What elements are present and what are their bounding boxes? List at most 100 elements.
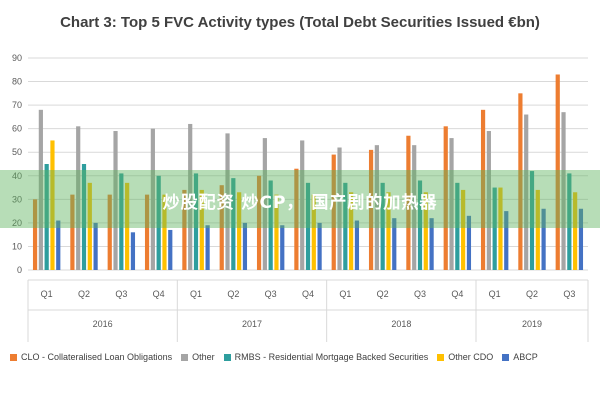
y-tick-label: 20 bbox=[12, 218, 22, 228]
bar bbox=[337, 147, 342, 270]
x-tick-label: Q4 bbox=[302, 289, 314, 299]
bar bbox=[294, 168, 299, 270]
bar bbox=[50, 140, 55, 270]
bar bbox=[113, 131, 118, 270]
bar bbox=[219, 185, 224, 270]
legend-swatch bbox=[502, 353, 510, 361]
bar bbox=[466, 215, 472, 270]
year-label: 2017 bbox=[242, 319, 262, 329]
legend-item: RMBS - Residential Mortgage Backed Secur… bbox=[223, 352, 429, 362]
bar bbox=[354, 220, 360, 270]
x-tick-label: Q3 bbox=[414, 289, 426, 299]
x-tick-label: Q3 bbox=[563, 289, 575, 299]
bar bbox=[156, 175, 161, 270]
bar bbox=[392, 218, 397, 270]
y-tick-label: 40 bbox=[12, 171, 22, 181]
bar bbox=[205, 225, 210, 270]
legend-item: Other CDO bbox=[437, 352, 493, 362]
bar bbox=[93, 222, 98, 270]
bar bbox=[162, 194, 167, 270]
watermark-text: 炒股配资 炒CP， 国产剧的加热器 bbox=[162, 193, 438, 213]
watermark-band bbox=[0, 170, 600, 228]
bar bbox=[130, 232, 136, 270]
y-tick-label: 80 bbox=[12, 77, 22, 87]
year-label: 2016 bbox=[93, 319, 113, 329]
chart-title: Chart 3: Top 5 FVC Activity types (Total… bbox=[60, 14, 540, 31]
y-tick-label: 70 bbox=[12, 100, 22, 110]
x-tick-label: Q3 bbox=[265, 289, 277, 299]
bar bbox=[237, 192, 242, 270]
bar bbox=[498, 187, 503, 270]
bar bbox=[518, 93, 523, 270]
x-tick-label: Q2 bbox=[78, 289, 90, 299]
bar bbox=[449, 138, 454, 270]
legend-swatch bbox=[437, 353, 445, 361]
bar bbox=[125, 182, 130, 270]
bar bbox=[486, 131, 491, 270]
y-tick-label: 60 bbox=[12, 124, 22, 134]
bar bbox=[443, 126, 448, 270]
x-tick-label: Q1 bbox=[41, 289, 53, 299]
y-tick-label: 0 bbox=[17, 265, 22, 275]
bar bbox=[386, 192, 391, 270]
bar bbox=[412, 145, 417, 270]
x-tick-label: Q3 bbox=[115, 289, 127, 299]
bar bbox=[188, 123, 193, 270]
bar bbox=[56, 220, 61, 270]
bar bbox=[144, 194, 150, 270]
bar bbox=[480, 109, 486, 270]
bar bbox=[119, 173, 124, 270]
bar bbox=[256, 175, 262, 270]
bar bbox=[199, 189, 204, 270]
bar bbox=[374, 145, 379, 270]
bar bbox=[573, 192, 578, 270]
legend-item: CLO - Collateralised Loan Obligations bbox=[10, 352, 172, 362]
bar bbox=[524, 114, 529, 271]
bar bbox=[349, 192, 354, 270]
y-tick-label: 10 bbox=[12, 241, 22, 251]
chart-legend: CLO - Collateralised Loan Obligations Oth… bbox=[10, 352, 600, 362]
x-tick-label: Q4 bbox=[153, 289, 165, 299]
legend-label: ABCP bbox=[513, 352, 538, 362]
bar bbox=[578, 208, 584, 270]
bar bbox=[567, 173, 572, 270]
bar bbox=[182, 189, 187, 270]
bar bbox=[44, 164, 49, 270]
bar bbox=[455, 182, 460, 270]
legend-swatch bbox=[181, 353, 189, 361]
bar bbox=[193, 173, 199, 270]
x-tick-label: Q4 bbox=[451, 289, 463, 299]
bar bbox=[406, 135, 411, 270]
bar bbox=[231, 178, 236, 270]
bar bbox=[242, 222, 248, 270]
bar bbox=[274, 194, 279, 270]
year-label: 2019 bbox=[522, 319, 542, 329]
bar bbox=[461, 189, 466, 270]
legend-swatch bbox=[10, 353, 17, 361]
bar bbox=[150, 128, 155, 270]
bar bbox=[343, 182, 348, 270]
bar bbox=[529, 171, 535, 270]
bar bbox=[380, 182, 385, 270]
bar bbox=[311, 194, 316, 270]
bar bbox=[417, 180, 423, 270]
legend-label: CLO - Collateralised Loan Obligations bbox=[21, 352, 173, 362]
bar bbox=[317, 222, 322, 270]
y-tick-label: 50 bbox=[12, 147, 22, 157]
bar bbox=[107, 194, 112, 270]
bar bbox=[268, 180, 273, 270]
bar bbox=[225, 133, 230, 270]
bar bbox=[535, 189, 540, 270]
bar bbox=[305, 182, 311, 270]
legend-item: ABCP bbox=[502, 352, 538, 362]
x-tick-label: Q2 bbox=[227, 289, 239, 299]
y-tick-label: 90 bbox=[12, 53, 22, 63]
bar bbox=[280, 225, 285, 270]
x-tick-label: Q2 bbox=[526, 289, 538, 299]
bar bbox=[38, 109, 43, 270]
legend-label: RMBS - Residential Mortgage Backed Secur… bbox=[234, 352, 429, 362]
legend-item: Other bbox=[181, 352, 215, 362]
bar bbox=[368, 149, 374, 270]
bar bbox=[429, 218, 434, 270]
